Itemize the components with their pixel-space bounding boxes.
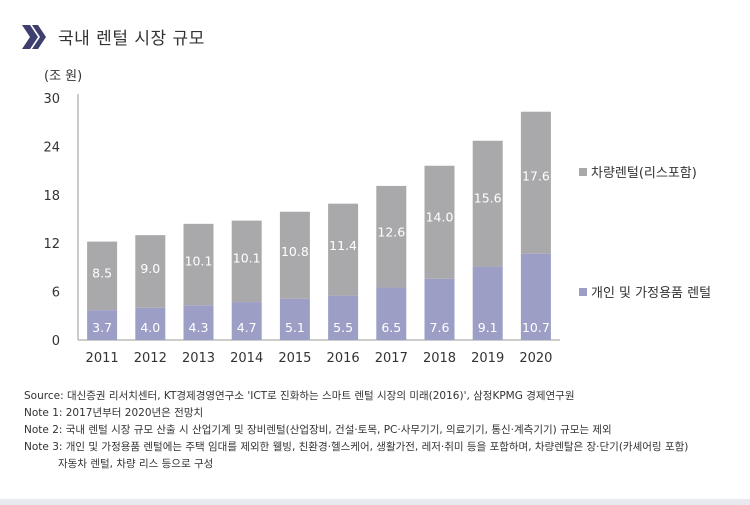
data-label: 4.0 (140, 320, 160, 335)
data-label: 11.4 (329, 238, 357, 253)
bar-segment-vehicle (183, 223, 214, 306)
data-label: 4.7 (237, 320, 257, 335)
x-tick-label: 2013 (182, 351, 215, 366)
bar-segment-vehicle (231, 220, 262, 303)
chart-title-row: 국내 렌털 시장 규모 (22, 24, 205, 49)
bar-segment-vehicle (87, 241, 118, 311)
bar-segment-household (520, 253, 551, 340)
data-label: 17.6 (522, 169, 550, 184)
y-tick-label: 30 (43, 92, 60, 107)
bar-segment-vehicle (279, 211, 310, 299)
x-tick-label: 2019 (471, 351, 504, 366)
data-label: 6.5 (381, 320, 401, 335)
bar-segment-vehicle (424, 165, 455, 279)
bar-segment-vehicle (376, 185, 407, 288)
data-label: 9.0 (140, 261, 160, 276)
bar-segment-vehicle (472, 140, 503, 267)
x-tick-label: 2015 (278, 351, 311, 366)
y-unit-label: (조 원) (44, 69, 82, 84)
y-tick-label: 12 (43, 237, 60, 252)
legend-swatch (579, 288, 587, 296)
y-tick-label: 6 (52, 286, 60, 301)
data-label: 5.1 (285, 320, 305, 335)
data-label: 12.6 (377, 225, 405, 240)
bar-segment-household (183, 305, 214, 340)
data-label: 15.6 (474, 190, 502, 205)
legend-label: 개인 및 가정용품 렌털 (591, 286, 711, 301)
bar-segment-household (279, 298, 310, 340)
legend-swatch (579, 168, 587, 176)
x-tick-label: 2011 (86, 351, 119, 366)
bar-segment-vehicle (520, 111, 551, 254)
data-label: 10.7 (522, 320, 550, 335)
data-label: 4.3 (189, 320, 209, 335)
data-label: 8.5 (92, 265, 112, 280)
x-tick-label: 2017 (375, 351, 408, 366)
bar-segment-household (231, 302, 262, 340)
note-1: Note 1: 2017년부터 2020년은 전망치 (24, 407, 204, 419)
y-tick-label: 0 (52, 334, 60, 349)
data-label: 10.1 (185, 254, 213, 269)
data-label: 10.1 (233, 250, 261, 265)
bar-segment-household (328, 295, 359, 340)
stacked-bar-chart: (조 원) 0 6 12 18 24 30 3.7 8.5 2011 4.0 9.0 2012 4.3 10… (43, 69, 711, 366)
bar-segment-household (135, 307, 166, 340)
note-3-continued: 자동차 렌털, 차량 리스 등으로 구성 (58, 458, 214, 470)
x-tick-label: 2020 (519, 351, 552, 366)
x-tick-label: 2018 (423, 351, 456, 366)
note-2: Note 2: 국내 렌털 시장 규모 산출 시 산업기계 및 장비렌털(산업장… (24, 424, 612, 436)
y-tick-label: 24 (43, 140, 60, 155)
bar-segment-household (376, 287, 407, 340)
double-chevron-icon (22, 24, 46, 49)
bar-segment-household (472, 266, 503, 340)
bar-segment-vehicle (135, 235, 166, 308)
data-label: 10.8 (281, 244, 309, 259)
bottom-rule (0, 499, 750, 505)
chart-title: 국내 렌털 시장 규모 (58, 29, 205, 49)
data-label: 5.5 (333, 320, 353, 335)
notes-block: Source: 대신증권 리서치센터, KT경제경영연구소 'ICT로 진화하는… (24, 388, 688, 473)
bar-segment-household (87, 310, 118, 340)
data-label: 14.0 (426, 210, 454, 225)
data-label: 7.6 (430, 320, 450, 335)
y-tick-label: 18 (43, 189, 60, 204)
x-tick-label: 2014 (230, 351, 263, 366)
note-3: Note 3: 개인 및 가정용품 렌털에는 주택 임대를 제외한 웰빙, 친환… (24, 441, 689, 453)
data-label: 3.7 (92, 320, 112, 335)
source-note: Source: 대신증권 리서치센터, KT경제경영연구소 'ICT로 진화하는… (24, 390, 575, 402)
x-tick-label: 2012 (134, 351, 167, 366)
x-tick-label: 2016 (327, 351, 360, 366)
data-label: 9.1 (478, 320, 498, 335)
bar-segment-vehicle (328, 203, 359, 296)
legend-label: 차량렌털(리스포함) (591, 166, 697, 181)
bar-segment-household (424, 278, 455, 340)
